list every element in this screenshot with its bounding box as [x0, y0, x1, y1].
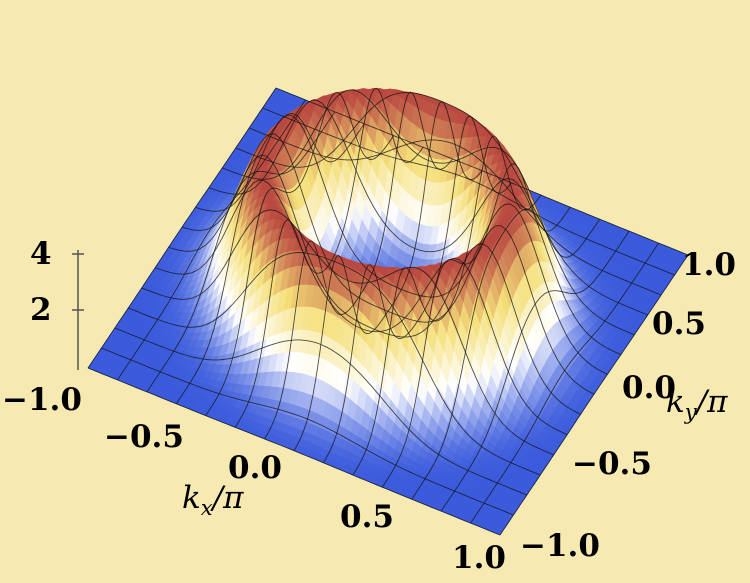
y-axis-label: ky/π [666, 384, 728, 424]
x-tick-label-1: 1.0 [452, 540, 506, 576]
y-tick-label-m05: −0.5 [572, 446, 652, 482]
x-axis-label-tail: /π [210, 480, 244, 516]
x-tick-label-m1: −1.0 [2, 382, 82, 418]
y-tick-label-05: 0.5 [652, 306, 706, 342]
x-axis-label-main: k [182, 480, 201, 516]
z-tick-label-4: 4 [30, 236, 52, 272]
z-tick-label-2: 2 [30, 292, 52, 328]
y-tick-label-1: 1.0 [682, 247, 736, 283]
x-axis-label-sub: x [201, 496, 213, 520]
y-axis-label-main: k [666, 384, 685, 420]
y-tick-label-m1: −1.0 [520, 528, 600, 564]
y-axis-label-tail: /π [694, 384, 728, 420]
x-tick-label-m05: −0.5 [104, 419, 184, 455]
x-axis-label: kx/π [182, 480, 244, 520]
x-tick-label-05: 0.5 [340, 499, 394, 535]
